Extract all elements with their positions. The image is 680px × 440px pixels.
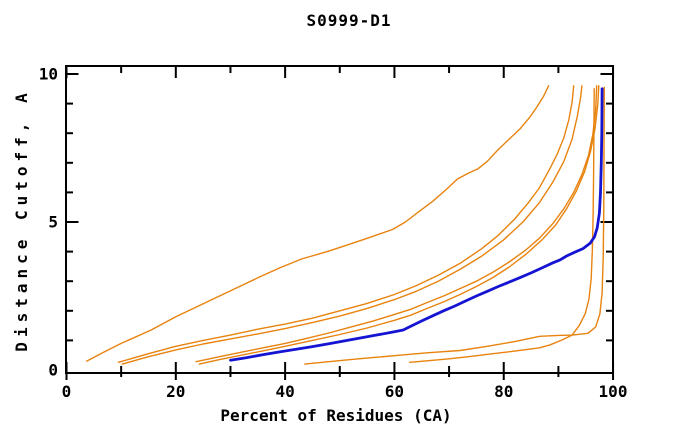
- x-tick-label-40: 40: [275, 382, 294, 401]
- orange-curve-1: [85, 85, 550, 362]
- orange-curve-6: [304, 86, 605, 365]
- y-tick-label-10: 10: [39, 65, 58, 84]
- y-tick-label-0: 0: [48, 361, 58, 380]
- x-tick-label-60: 60: [385, 382, 404, 401]
- x-tick-label-0: 0: [62, 382, 72, 401]
- x-tick-label-100: 100: [599, 382, 628, 401]
- orange-curve-3: [121, 85, 583, 365]
- x-tick-label-20: 20: [166, 382, 185, 401]
- y-tick-label-5: 5: [48, 213, 58, 232]
- plot-border: [65, 65, 614, 374]
- curves-group: [85, 85, 605, 365]
- orange-curve-7: [409, 88, 595, 363]
- x-axis-label: Percent of Residues (CA): [220, 406, 451, 425]
- plot-title: S0999-D1: [306, 11, 391, 30]
- tick-marks: [65, 66, 615, 380]
- x-tick-label-80: 80: [494, 382, 513, 401]
- orange-curve-5: [198, 85, 600, 365]
- blue-highlight-curve: [229, 87, 604, 362]
- y-axis-label: Distance Cutoff, A: [12, 88, 31, 351]
- orange-curve-2: [117, 85, 575, 363]
- orange-curve-4: [195, 85, 598, 363]
